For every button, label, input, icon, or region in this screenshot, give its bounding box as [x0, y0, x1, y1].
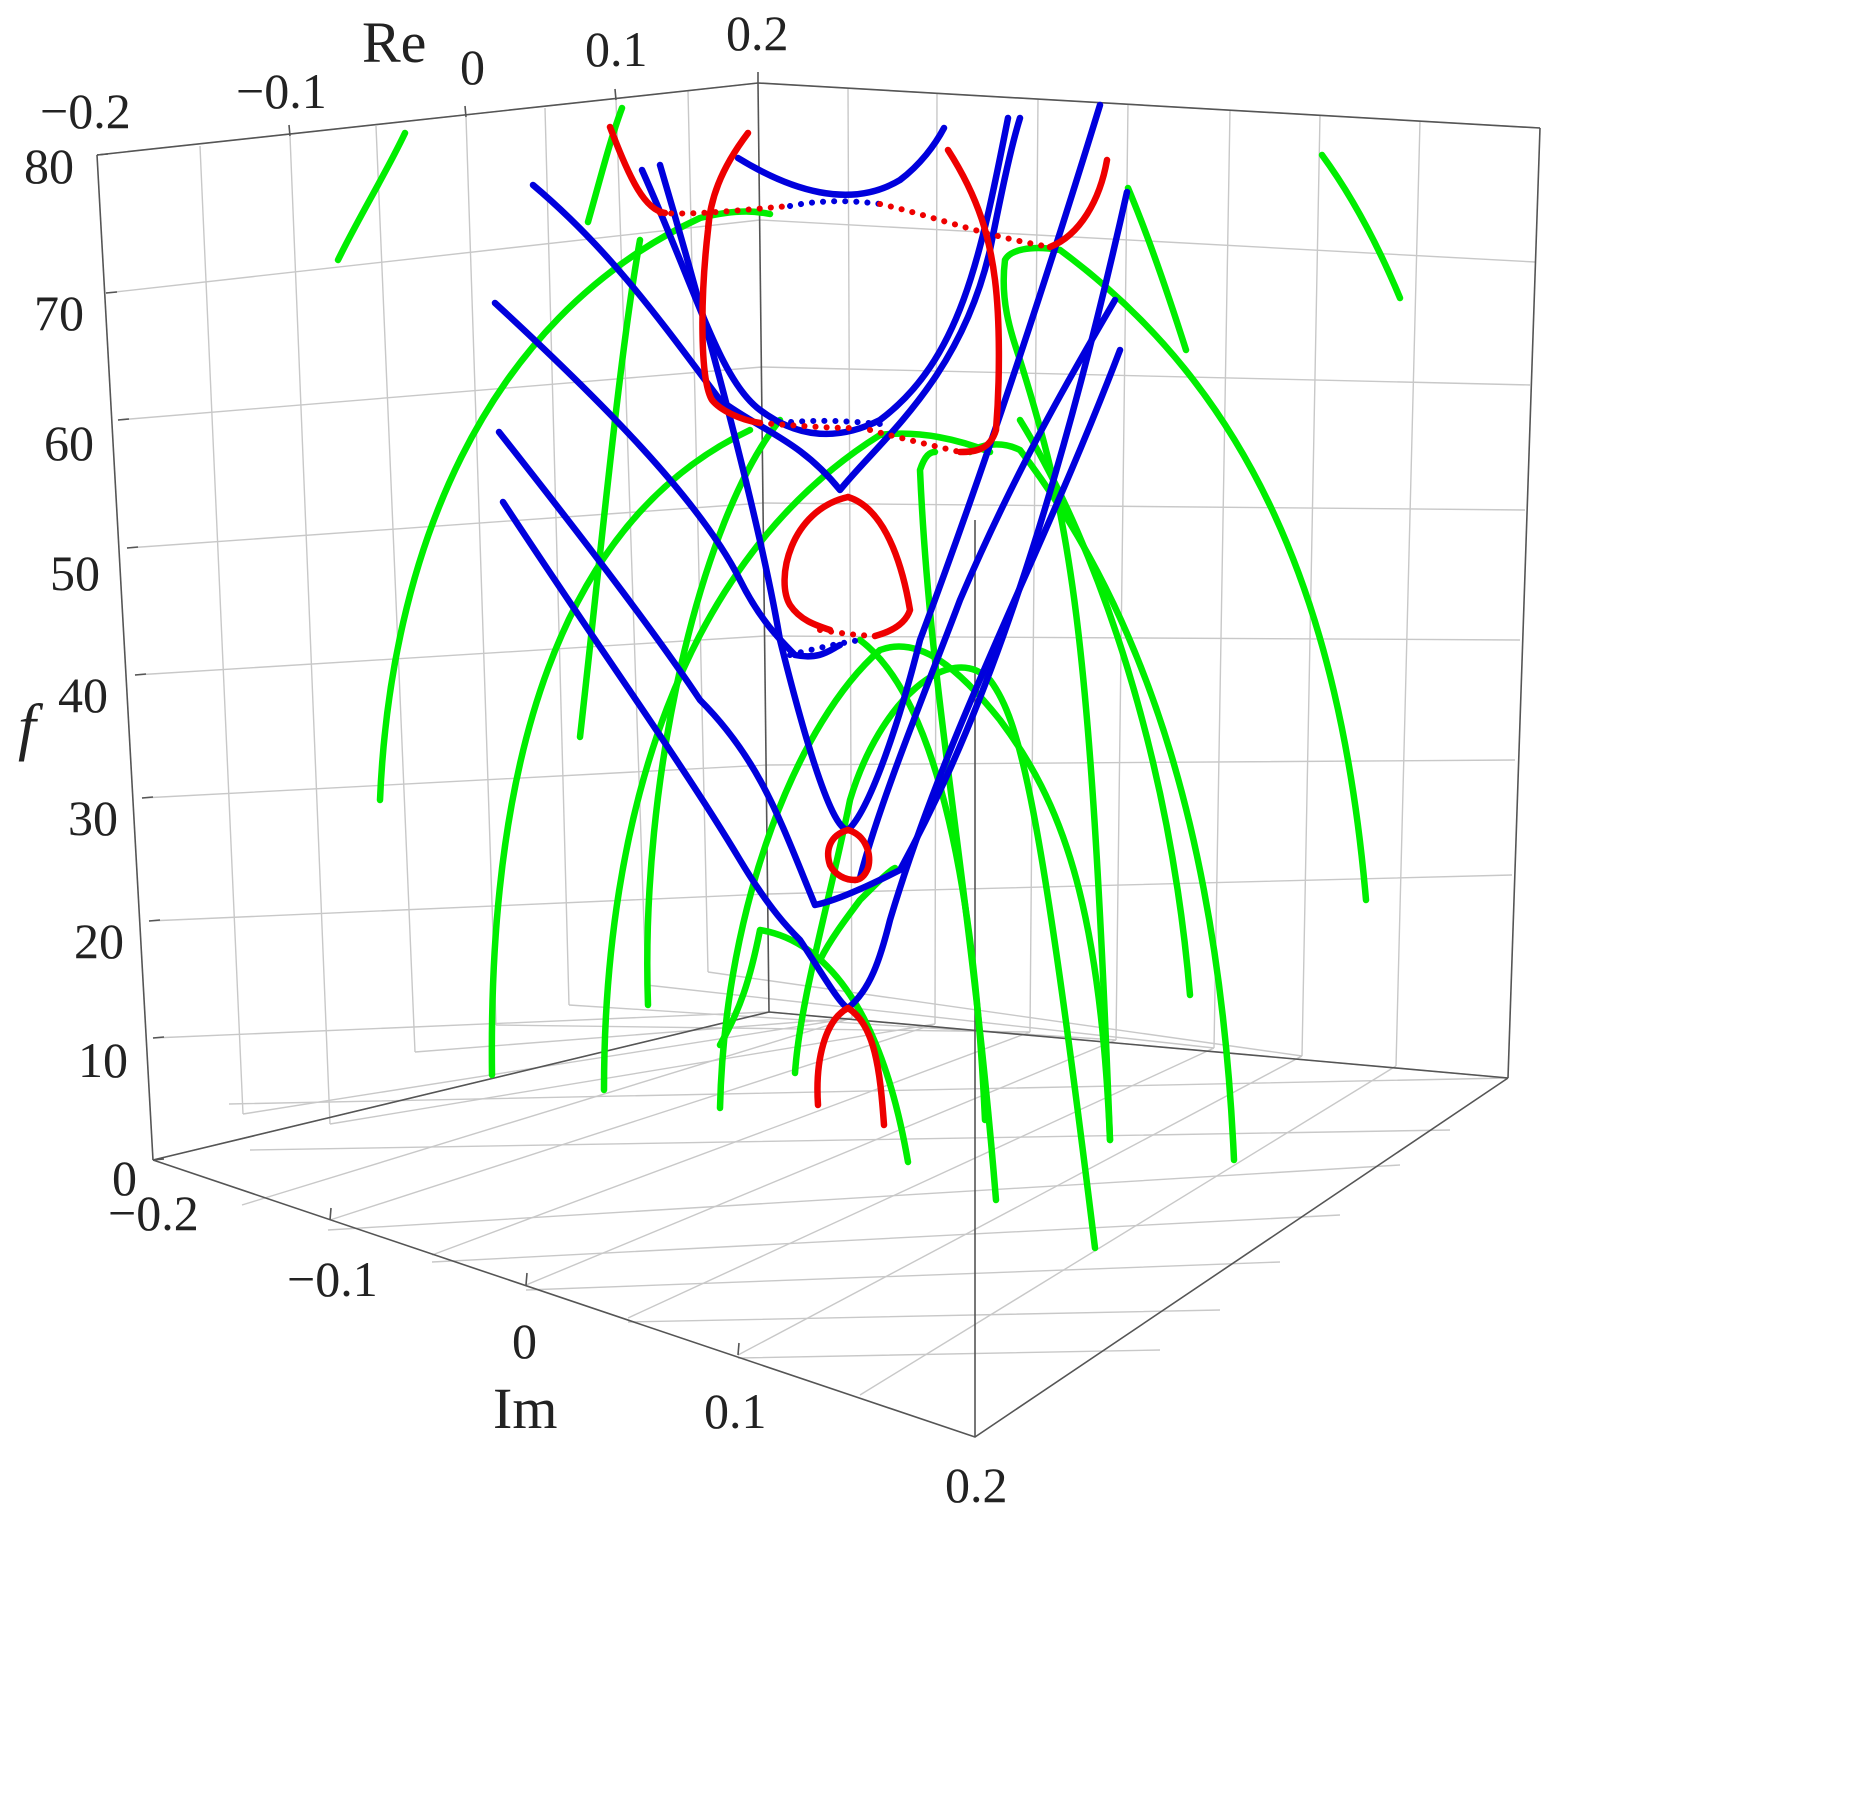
series-red [606, 123, 1111, 1129]
grid-lines [96, 82, 1541, 1396]
f-tick-label: 0 [112, 1150, 137, 1206]
re-axis-ticks: −0.2 −0.1 0 0.1 0.2 [40, 5, 789, 139]
re-axis-label: Re [362, 10, 426, 75]
re-tick-label: −0.2 [40, 83, 131, 139]
f-tick-label: 30 [68, 790, 118, 846]
im-tick-label: 0.1 [704, 1383, 767, 1439]
f-tick-label: 10 [78, 1032, 128, 1088]
axis-box [96, 82, 1541, 1438]
f-tick-label: 40 [58, 667, 108, 723]
re-tick-label: −0.1 [236, 63, 327, 119]
series-blue-dotted [777, 198, 883, 658]
f-axis-label: f [18, 691, 44, 762]
f-axis-ticks: 0 10 20 30 40 50 60 70 80 [24, 138, 137, 1206]
re-tick-label: 0.2 [726, 5, 789, 61]
series-red-dotted [657, 201, 1053, 639]
re-tick-label: 0.1 [585, 21, 648, 77]
f-tick-label: 50 [50, 545, 100, 601]
im-tick-label: 0.2 [945, 1457, 1008, 1513]
im-tick-label: 0 [512, 1313, 537, 1369]
im-axis-label: Im [493, 1376, 557, 1441]
im-tick-label: −0.1 [287, 1251, 378, 1307]
f-tick-label: 80 [24, 138, 74, 194]
re-tick-label: 0 [460, 39, 485, 95]
tick-marks [96, 72, 759, 1356]
f-tick-label: 70 [34, 285, 84, 341]
im-tick-label: −0.2 [108, 1185, 199, 1241]
im-axis-ticks: −0.2 −0.1 0 0.1 0.2 [108, 1185, 1008, 1513]
f-tick-label: 60 [44, 415, 94, 471]
curves [334, 101, 1404, 1252]
series-blue [491, 101, 1131, 1012]
f-tick-label: 20 [74, 913, 124, 969]
